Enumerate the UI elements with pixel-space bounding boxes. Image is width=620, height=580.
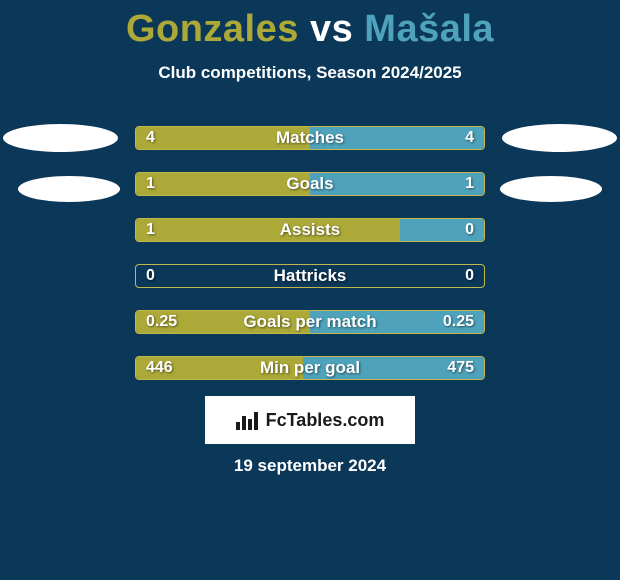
stat-label: Goals per match [136, 311, 484, 333]
stat-bar: 11Goals [135, 172, 485, 196]
stat-label: Hattricks [136, 265, 484, 287]
player1-name: Gonzales [126, 8, 299, 50]
player2-photo-placeholder-1 [502, 124, 617, 152]
stat-bar: 10Assists [135, 218, 485, 242]
stat-label: Min per goal [136, 357, 484, 379]
stat-bar: 44Matches [135, 126, 485, 150]
stat-bar: 0.250.25Goals per match [135, 310, 485, 334]
vs-text: vs [310, 8, 353, 50]
subtitle: Club competitions, Season 2024/2025 [0, 63, 620, 83]
logo-text: FcTables.com [266, 410, 385, 431]
comparison-title: Gonzales vs Mašala [0, 0, 620, 51]
source-logo: FcTables.com [205, 396, 415, 444]
player1-photo-placeholder-1 [3, 124, 118, 152]
snapshot-date: 19 september 2024 [0, 456, 620, 476]
stat-bar: 446475Min per goal [135, 356, 485, 380]
stat-label: Goals [136, 173, 484, 195]
player2-name: Mašala [364, 8, 494, 50]
stats-bars-container: 44Matches 11Goals 10Assists 00Hattricks 0.25… [135, 126, 485, 402]
stat-label: Assists [136, 219, 484, 241]
bar-chart-icon [236, 410, 260, 430]
stat-bar: 00Hattricks [135, 264, 485, 288]
player1-photo-placeholder-2 [18, 176, 120, 202]
stat-label: Matches [136, 127, 484, 149]
player2-photo-placeholder-2 [500, 176, 602, 202]
